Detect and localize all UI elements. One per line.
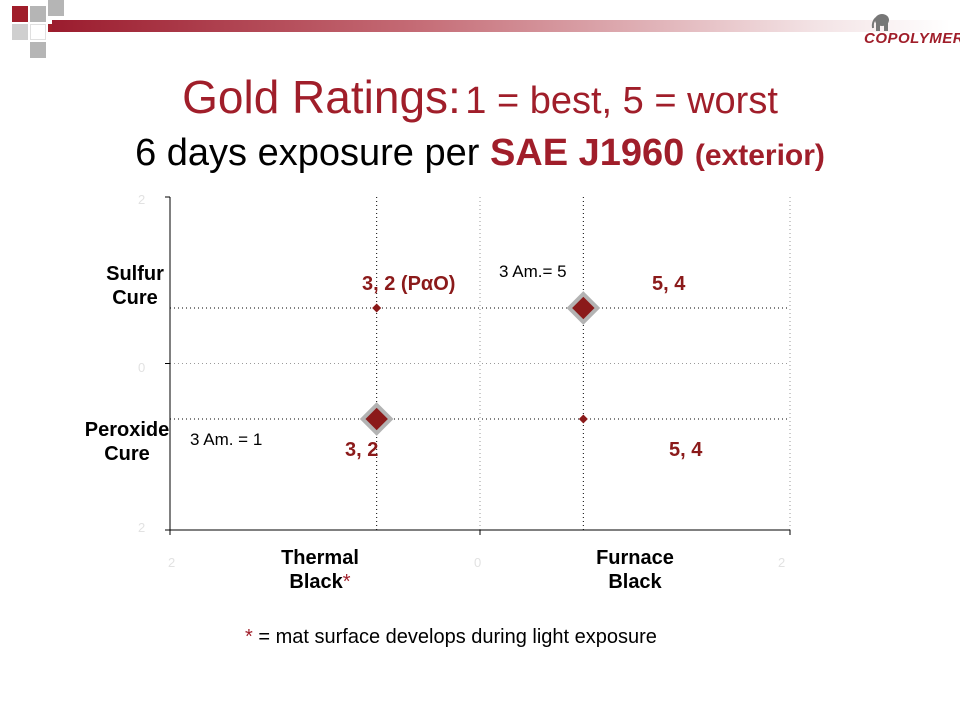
footnote: * = mat surface develops during light ex… xyxy=(245,626,657,649)
data-point-marker xyxy=(566,291,601,325)
y-tick-line2: Cure xyxy=(104,443,150,465)
y-tick-sulfur-cure: Sulfur Cure xyxy=(80,262,190,310)
footnote-star: * xyxy=(245,626,253,648)
point-label: 5, 4 xyxy=(652,273,686,295)
header-gradient-bar xyxy=(52,20,950,32)
subtitle-standard: SAE J1960 xyxy=(489,132,685,174)
x-tick-thermal-black: Thermal Black* xyxy=(250,546,390,594)
footnote-text: = mat surface develops during light expo… xyxy=(252,626,657,648)
corner-decoration xyxy=(0,0,70,60)
x-tick-line1: Furnace xyxy=(596,547,674,569)
x-tick-line1: Thermal xyxy=(281,547,359,569)
ghost-tick: 2 xyxy=(168,555,176,570)
x-tick-line2: Black xyxy=(289,571,343,593)
x-tick-furnace-black: Furnace Black xyxy=(565,546,705,594)
y-tick-line1: Peroxide xyxy=(84,419,170,441)
annotation-amine-1: 3 Am. = 1 xyxy=(190,430,263,449)
annotation-amine-5: 3 Am.= 5 xyxy=(499,262,567,281)
y-tick-line2: Cure xyxy=(112,287,158,309)
subtitle-paren: (exterior) xyxy=(694,139,825,172)
logo-text: COPOLYMER xyxy=(864,30,960,47)
ghost-tick: 2 xyxy=(138,520,146,535)
x-tick-line2: Black xyxy=(608,571,662,593)
y-tick-peroxide-cure: Peroxide Cure xyxy=(62,418,192,466)
ghost-tick: 0 xyxy=(474,555,482,570)
y-tick-line1: Sulfur xyxy=(106,263,164,285)
title-sub: 1 = best, 5 = worst xyxy=(465,80,778,122)
point-label: 3, 2 xyxy=(345,439,379,461)
point-label: 5, 4 xyxy=(669,439,703,461)
page-subtitle: 6 days exposure per SAE J1960 (exterior) xyxy=(0,132,960,175)
subtitle-main: 6 days exposure per xyxy=(135,132,480,174)
point-label: 3, 2 (PαO) xyxy=(362,273,456,295)
ghost-tick: 2 xyxy=(778,555,786,570)
plot-marks xyxy=(359,291,601,436)
data-point-marker xyxy=(372,303,382,313)
elephant-logo-icon xyxy=(871,14,889,31)
title-main: Gold Ratings: xyxy=(182,71,461,123)
page-title: Gold Ratings: 1 = best, 5 = worst xyxy=(0,70,960,124)
ghost-tick: 0 xyxy=(138,360,146,375)
data-point-marker xyxy=(578,414,588,424)
plot-grid xyxy=(165,196,791,535)
x-tick-star: * xyxy=(342,571,351,593)
ghost-tick: 2 xyxy=(138,192,146,207)
data-point-marker xyxy=(359,402,394,436)
